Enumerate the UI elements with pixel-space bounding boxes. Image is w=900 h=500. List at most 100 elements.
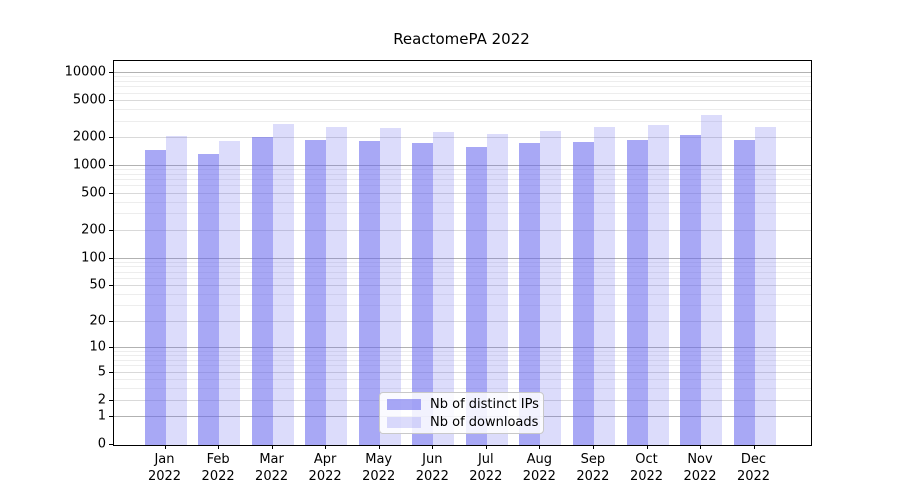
y-tick-label: 2000 xyxy=(72,129,106,145)
gridline xyxy=(114,173,811,175)
gridline xyxy=(114,360,811,361)
bar-downloads-sep xyxy=(593,127,615,445)
gridline xyxy=(114,164,811,166)
gridline xyxy=(114,120,811,122)
gridline xyxy=(114,379,811,380)
gridline xyxy=(114,347,811,349)
bar-downloads-oct xyxy=(647,125,669,445)
x-tick-mark xyxy=(539,445,541,449)
x-tick-label-line: 2022 xyxy=(736,469,771,484)
bar-downloads-mar xyxy=(272,123,294,445)
y-tick-label: 0 xyxy=(97,436,106,452)
x-tick-label: Jul 2022 xyxy=(454,451,518,485)
x-tick-label-line: Aug xyxy=(526,452,552,467)
y-tick-label: 50 xyxy=(89,277,106,293)
gridline xyxy=(114,92,811,94)
x-tick-mark xyxy=(325,445,327,449)
y-tick-mark xyxy=(109,136,113,138)
gridline xyxy=(114,201,811,203)
bar-distinct_ips-feb xyxy=(198,153,219,445)
bar-distinct_ips-jun xyxy=(412,143,434,445)
x-tick-mark xyxy=(218,445,220,449)
legend-swatch-distinct_ips xyxy=(387,398,421,410)
bar-downloads-aug xyxy=(540,130,562,445)
legend-swatch-downloads xyxy=(387,416,421,428)
x-tick-mark xyxy=(164,445,166,449)
x-tick-mark xyxy=(592,445,594,449)
bar-downloads-jan xyxy=(165,135,187,445)
x-tick-label-line: 2022 xyxy=(629,469,664,484)
y-tick-mark xyxy=(109,444,113,445)
gridline xyxy=(114,229,811,231)
x-tick-label-line: Mar xyxy=(259,452,284,467)
y-tick-label: 1 xyxy=(97,408,106,424)
x-tick-label-line: 2022 xyxy=(469,469,503,484)
legend-label: Nb of downloads xyxy=(430,414,539,430)
gridline xyxy=(114,351,811,352)
x-tick-mark xyxy=(378,445,380,449)
gridline xyxy=(114,277,811,279)
x-tick-label-line: Apr xyxy=(313,452,337,467)
x-tick-label-line: Dec xyxy=(740,452,767,467)
bar-downloads-feb xyxy=(219,141,240,445)
y-tick-label: 10 xyxy=(89,339,106,355)
bar-distinct_ips-oct xyxy=(626,139,648,445)
bar-downloads-may xyxy=(379,128,401,445)
x-tick-mark xyxy=(432,445,434,449)
legend-item: Nb of distinct IPs xyxy=(387,395,539,413)
gridline xyxy=(114,257,811,259)
y-tick-label: 500 xyxy=(81,185,106,201)
x-tick-label: Oct 2022 xyxy=(615,451,679,485)
y-tick-label: 5 xyxy=(97,364,106,380)
gridline xyxy=(114,192,811,194)
x-tick-label-line: 2022 xyxy=(522,469,556,484)
chart-title: ReactomePA 2022 xyxy=(393,30,530,48)
legend-label: Nb of distinct IPs xyxy=(430,396,539,412)
gridline xyxy=(114,261,811,263)
x-tick-label-line: May xyxy=(365,452,393,467)
bar-downloads-jul xyxy=(486,134,508,445)
gridline xyxy=(114,80,811,82)
y-tick-label: 100 xyxy=(81,250,106,265)
x-tick-label-line: Feb xyxy=(206,452,230,467)
legend: Nb of distinct IPs Nb of downloads xyxy=(379,392,544,434)
x-tick-label: Mar 2022 xyxy=(240,451,304,485)
x-tick-mark xyxy=(753,445,755,449)
y-tick-mark xyxy=(109,71,113,73)
gridline xyxy=(114,76,811,78)
gridline xyxy=(114,136,811,138)
gridline xyxy=(114,388,811,389)
y-tick-mark xyxy=(109,399,113,401)
x-tick-label: Aug 2022 xyxy=(507,451,571,485)
x-tick-mark xyxy=(646,445,648,449)
y-tick-label: 20 xyxy=(89,313,106,329)
gridline xyxy=(114,213,811,215)
x-tick-label-line: Oct xyxy=(635,452,658,467)
x-tick-label-line: 2022 xyxy=(576,469,610,484)
x-tick-mark xyxy=(485,445,487,449)
y-tick-label: 5000 xyxy=(72,92,106,108)
y-tick-mark xyxy=(109,285,113,287)
bar-distinct_ips-dec xyxy=(733,139,755,445)
legend-item: Nb of downloads xyxy=(387,413,539,431)
bar-distinct_ips-may xyxy=(358,141,380,445)
bar-distinct_ips-jul xyxy=(465,146,487,445)
x-tick-label-line: Sep xyxy=(580,452,606,467)
x-tick-label: Apr 2022 xyxy=(293,451,357,485)
y-tick-label: 200 xyxy=(81,222,106,238)
x-tick-mark xyxy=(271,445,273,449)
bar-downloads-jun xyxy=(433,132,455,445)
bar-distinct_ips-jan xyxy=(144,149,166,445)
y-tick-mark xyxy=(109,416,113,417)
y-tick-mark xyxy=(109,99,113,101)
bar-distinct_ips-aug xyxy=(519,143,541,445)
x-tick-label: Dec 2022 xyxy=(722,451,786,485)
gridline xyxy=(114,355,811,357)
x-tick-label-line: Jan xyxy=(154,452,175,467)
x-tick-label-line: 2022 xyxy=(201,469,235,484)
x-tick-label-line: Jul xyxy=(477,452,494,467)
x-tick-label-line: 2022 xyxy=(415,469,449,484)
gridline xyxy=(114,179,811,181)
gridline xyxy=(114,305,811,307)
